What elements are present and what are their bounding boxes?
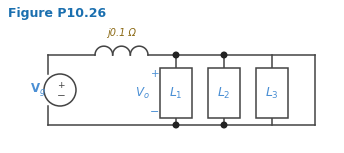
Bar bbox=[160, 68, 192, 118]
Bar bbox=[256, 68, 288, 118]
Text: $L_1$: $L_1$ bbox=[169, 85, 183, 101]
Circle shape bbox=[221, 122, 227, 128]
Text: Figure P10.26: Figure P10.26 bbox=[8, 7, 106, 20]
Circle shape bbox=[173, 52, 179, 58]
Text: +: + bbox=[151, 69, 159, 79]
Circle shape bbox=[221, 52, 227, 58]
Text: $L_2$: $L_2$ bbox=[217, 85, 231, 101]
Circle shape bbox=[173, 122, 179, 128]
Text: j0.1 Ω: j0.1 Ω bbox=[107, 28, 136, 38]
Text: −: − bbox=[57, 91, 65, 101]
Text: $L_3$: $L_3$ bbox=[265, 85, 279, 101]
Text: $V_o$: $V_o$ bbox=[135, 85, 149, 101]
Text: +: + bbox=[57, 80, 65, 90]
Bar bbox=[208, 68, 240, 118]
Text: $\mathbf{V}_g$: $\mathbf{V}_g$ bbox=[30, 82, 46, 99]
Text: −: − bbox=[150, 107, 160, 117]
